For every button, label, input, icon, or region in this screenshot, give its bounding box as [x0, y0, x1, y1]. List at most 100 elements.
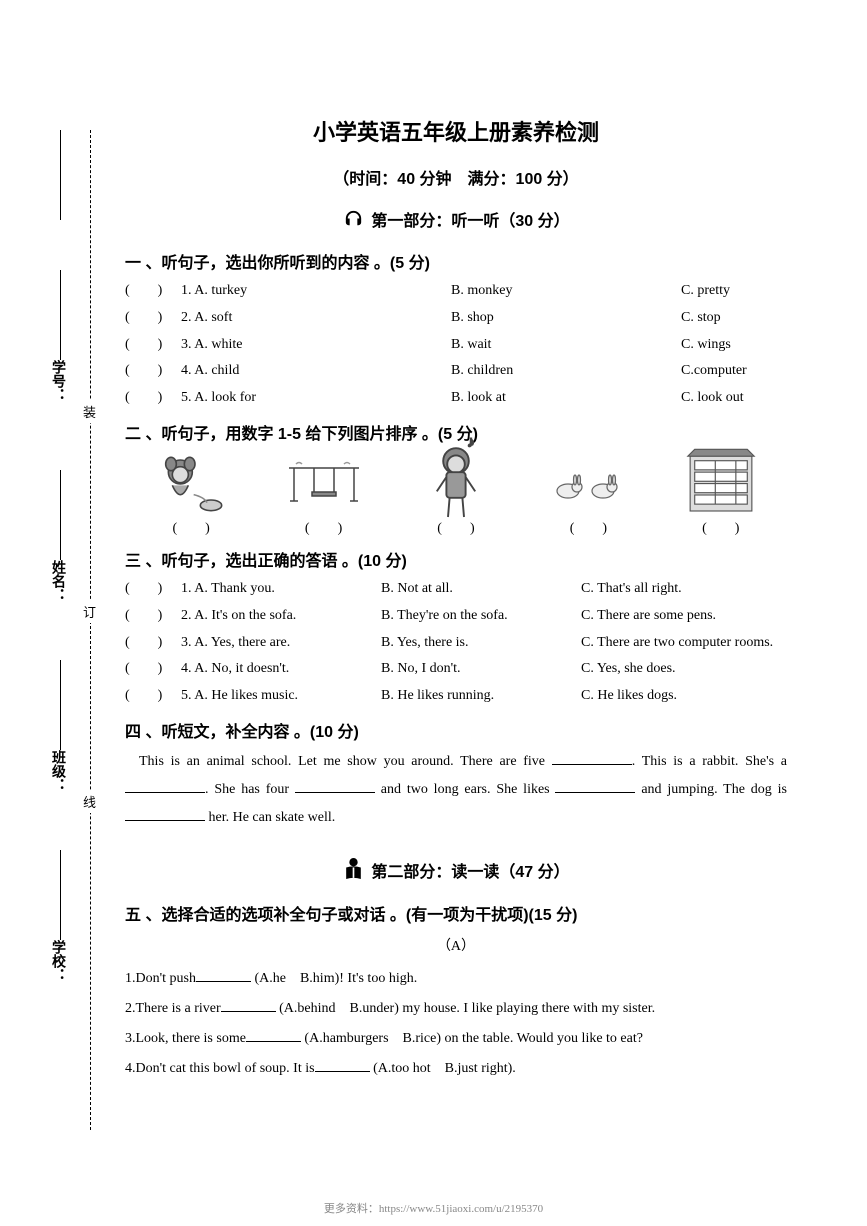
section3-items: ( ) 1. A. Thank you. B. Not at all. C. T… — [125, 577, 787, 708]
paren[interactable]: ( ) — [125, 359, 181, 383]
opt-a: 2. A. soft — [181, 306, 451, 330]
pic-paren[interactable]: ( ) — [437, 517, 474, 537]
opt-b: B. monkey — [451, 279, 681, 303]
sub-a: （A） — [125, 935, 787, 955]
svg-text:♪: ♪ — [467, 437, 474, 451]
opt-c: C. pretty — [681, 279, 787, 303]
part2: 第二部分：读一读（47 分） 五 、选择合适的选项补全句子或对话 。(有一项为干… — [125, 857, 787, 1083]
reader-icon — [342, 857, 365, 883]
footer: 更多资料：https://www.51jiaoxi.com/u/2195370 — [0, 1200, 867, 1216]
choice-row: ( ) 2. A. It's on the sofa. B. They're o… — [125, 604, 787, 628]
opt-b: B. Not at all. — [381, 577, 581, 601]
q-rest: (A.too hot B.just right). — [370, 1061, 516, 1076]
paren[interactable]: ( ) — [125, 333, 181, 357]
s4-text6: her. He can skate well. — [205, 810, 335, 825]
pic-paren[interactable]: ( ) — [173, 517, 210, 537]
s4-text5: and jumping. The dog is — [635, 782, 787, 797]
q-text: 2.There is a river — [125, 1001, 221, 1016]
building-icon — [681, 454, 761, 509]
s4-text2: . This is a rabbit. She's a — [632, 754, 787, 769]
choice-row: ( ) 4. A. No, it doesn't. B. No, I don't… — [125, 657, 787, 681]
choice-row: ( ) 1. A. turkey B. monkey C. pretty — [125, 279, 787, 303]
q-text: 1.Don't push — [125, 971, 196, 986]
part2-title: 第二部分：读一读（47 分） — [371, 858, 569, 882]
paren[interactable]: ( ) — [125, 631, 181, 655]
choice-row: ( ) 5. A. He likes music. B. He likes ru… — [125, 684, 787, 708]
choice-row: ( ) 4. A. child B. children C.computer — [125, 359, 787, 383]
blank-field[interactable] — [221, 998, 276, 1012]
opt-c: C. That's all right. — [581, 577, 787, 601]
q-rest: (A.hamburgers B.rice) on the table. Woul… — [301, 1031, 643, 1046]
opt-a: 3. A. white — [181, 333, 451, 357]
opt-a: 5. A. look for — [181, 386, 451, 410]
pic-item: ( ) — [681, 454, 761, 537]
q-item: 2.There is a river (A.behind B.under) my… — [125, 995, 787, 1023]
opt-b: B. wait — [451, 333, 681, 357]
paren[interactable]: ( ) — [125, 684, 181, 708]
opt-a: 1. A. turkey — [181, 279, 451, 303]
paren[interactable]: ( ) — [125, 604, 181, 628]
paren[interactable]: ( ) — [125, 279, 181, 303]
paren[interactable]: ( ) — [125, 577, 181, 601]
opt-a: 2. A. It's on the sofa. — [181, 604, 381, 628]
blank-field[interactable] — [555, 779, 635, 793]
opt-c: C. Yes, she does. — [581, 657, 787, 681]
section1-items: ( ) 1. A. turkey B. monkey C. pretty ( )… — [125, 279, 787, 410]
section4-passage: This is an animal school. Let me show yo… — [125, 748, 787, 832]
rabbits-icon — [548, 454, 628, 509]
opt-b: B. He likes running. — [381, 684, 581, 708]
page-content: 小学英语五年级上册素养检测 （时间：40 分钟 满分：100 分） 第一部分：听… — [0, 0, 867, 1135]
opt-b: B. shop — [451, 306, 681, 330]
opt-a: 4. A. child — [181, 359, 451, 383]
section5-title: 五 、选择合适的选项补全句子或对话 。(有一项为干扰项)(15 分) — [125, 901, 787, 925]
blank-field[interactable] — [315, 1058, 370, 1072]
pic-item: ( ) — [284, 454, 364, 537]
blank-field[interactable] — [196, 968, 251, 982]
blank-field[interactable] — [125, 779, 205, 793]
opt-b: B. They're on the sofa. — [381, 604, 581, 628]
opt-c: C. look out — [681, 386, 787, 410]
q-text: 4.Don't cat this bowl of soup. It is — [125, 1061, 315, 1076]
page-subtitle: （时间：40 分钟 满分：100 分） — [125, 165, 787, 189]
choice-row: ( ) 5. A. look for B. look at C. look ou… — [125, 386, 787, 410]
part1-title: 第一部分：听一听（30 分） — [371, 207, 569, 231]
part2-header: 第二部分：读一读（47 分） — [125, 857, 787, 883]
paren[interactable]: ( ) — [125, 306, 181, 330]
blank-field[interactable] — [295, 779, 375, 793]
pic-paren[interactable]: ( ) — [570, 517, 607, 537]
q-rest: (A.he B.him)! It's too high. — [251, 971, 417, 986]
pic-item: ( ) — [548, 454, 628, 537]
opt-a: 5. A. He likes music. — [181, 684, 381, 708]
s4-text3: . She has four — [205, 782, 295, 797]
q-rest: (A.behind B.under) my house. I like play… — [276, 1001, 656, 1016]
blank-field[interactable] — [125, 807, 205, 821]
opt-b: B. children — [451, 359, 681, 383]
opt-a: 3. A. Yes, there are. — [181, 631, 381, 655]
part1-header: 第一部分：听一听（30 分） — [125, 207, 787, 231]
blank-field[interactable] — [552, 751, 632, 765]
girl-icon — [151, 454, 231, 509]
opt-a: 4. A. No, it doesn't. — [181, 657, 381, 681]
opt-b: B. No, I don't. — [381, 657, 581, 681]
paren[interactable]: ( ) — [125, 386, 181, 410]
opt-a: 1. A. Thank you. — [181, 577, 381, 601]
q-item: 1.Don't push (A.he B.him)! It's too high… — [125, 965, 787, 993]
choice-row: ( ) 3. A. white B. wait C. wings — [125, 333, 787, 357]
opt-c: C. stop — [681, 306, 787, 330]
q-item: 3.Look, there is some (A.hamburgers B.ri… — [125, 1025, 787, 1053]
swing-icon — [284, 454, 364, 509]
pic-paren[interactable]: ( ) — [305, 517, 342, 537]
paren[interactable]: ( ) — [125, 657, 181, 681]
opt-b: B. Yes, there is. — [381, 631, 581, 655]
section1-title: 一 、听句子，选出你所听到的内容 。(5 分) — [125, 249, 787, 273]
choice-row: ( ) 1. A. Thank you. B. Not at all. C. T… — [125, 577, 787, 601]
blank-field[interactable] — [246, 1028, 301, 1042]
choice-row: ( ) 2. A. soft B. shop C. stop — [125, 306, 787, 330]
s4-text4: and two long ears. She likes — [375, 782, 556, 797]
opt-c: C. There are two computer rooms. — [581, 631, 787, 655]
q-item: 4.Don't cat this bowl of soup. It is (A.… — [125, 1055, 787, 1083]
q-text: 3.Look, there is some — [125, 1031, 246, 1046]
pic-paren[interactable]: ( ) — [702, 517, 739, 537]
section3-title: 三 、听句子，选出正确的答语 。(10 分) — [125, 547, 787, 571]
choice-row: ( ) 3. A. Yes, there are. B. Yes, there … — [125, 631, 787, 655]
